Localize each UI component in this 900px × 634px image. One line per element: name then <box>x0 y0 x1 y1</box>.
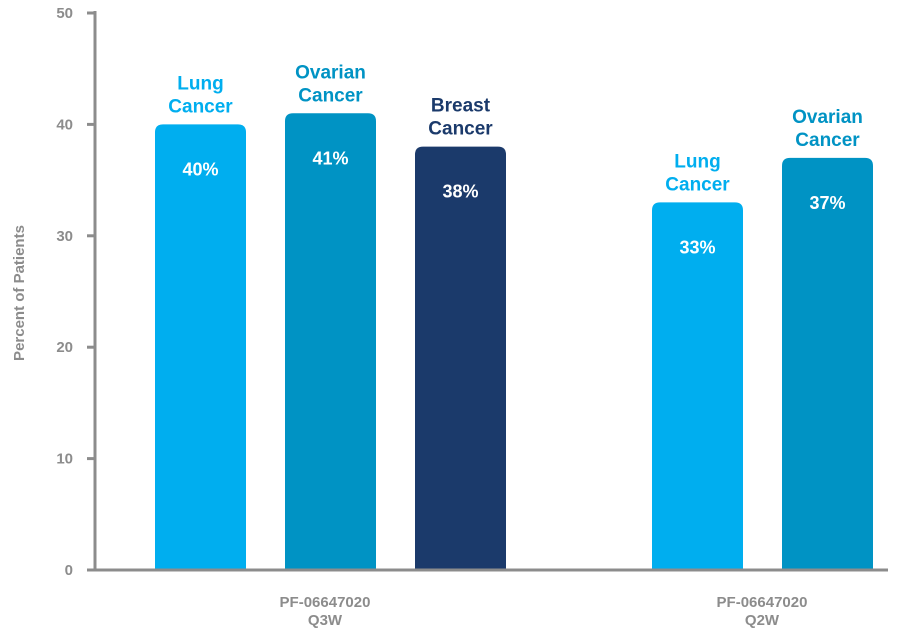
bar-category-label: Ovarian <box>295 62 366 83</box>
y-axis-ticks: 0 10 20 30 40 50 <box>56 5 95 579</box>
x-group-label: PF-06647020 <box>717 594 808 611</box>
bar-category-label: Ovarian <box>792 107 863 128</box>
bar-value-label: 33% <box>679 237 715 257</box>
y-tick-label: 40 <box>56 116 73 133</box>
x-group-label: PF-06647020 <box>280 594 371 611</box>
bar-category-label: Cancer <box>665 174 730 195</box>
bar <box>652 202 743 570</box>
bar <box>285 113 376 570</box>
y-tick-label: 50 <box>56 5 73 22</box>
y-tick-label: 20 <box>56 339 73 356</box>
bar-value-label: 40% <box>182 159 218 179</box>
bars: LungCancer40%OvarianCancer41%BreastCance… <box>155 62 873 571</box>
bar-category-label: Lung <box>177 73 223 94</box>
bar <box>415 146 506 570</box>
bar-value-label: 41% <box>312 148 348 168</box>
bar-value-label: 37% <box>809 193 845 213</box>
bar <box>782 157 873 570</box>
bar-category-label: Cancer <box>428 119 493 140</box>
bar-category-label: Breast <box>431 96 491 117</box>
y-tick-label: 0 <box>65 562 73 579</box>
y-axis-title: Percent of Patients <box>11 225 28 361</box>
y-tick-label: 10 <box>56 451 73 468</box>
x-group-label: Q3W <box>308 612 343 629</box>
bar-value-label: 38% <box>442 182 478 202</box>
bar-category-label: Cancer <box>168 96 233 117</box>
bar-category-label: Cancer <box>795 130 860 151</box>
x-group-label: Q2W <box>745 612 780 629</box>
bar <box>155 124 246 571</box>
y-tick-label: 30 <box>56 228 73 245</box>
bar-category-label: Lung <box>674 151 720 172</box>
bar-category-label: Cancer <box>298 85 363 106</box>
axes <box>87 11 888 572</box>
